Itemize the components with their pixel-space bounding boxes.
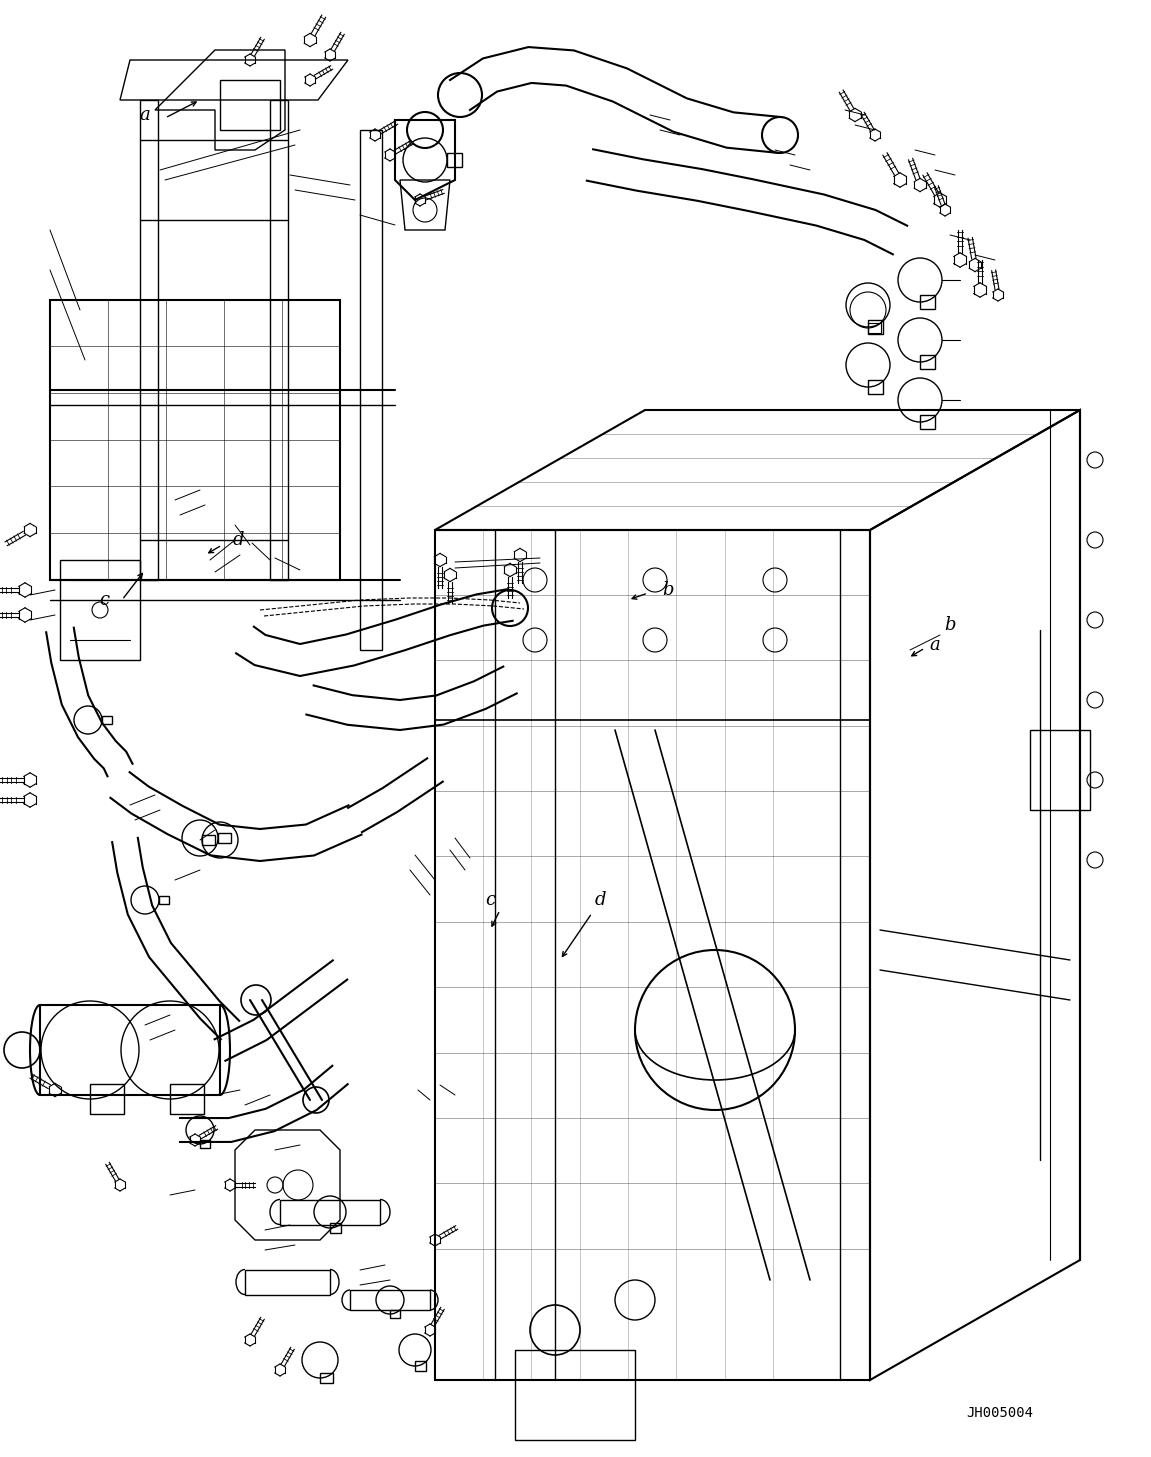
Text: c: c: [485, 892, 495, 909]
Text: c: c: [99, 592, 109, 609]
Text: d: d: [594, 892, 605, 909]
Text: a: a: [139, 106, 151, 124]
Text: b: b: [944, 616, 955, 634]
Text: d: d: [233, 530, 244, 549]
Text: a: a: [930, 637, 940, 654]
Text: JH005004: JH005004: [967, 1406, 1034, 1421]
Text: b: b: [662, 581, 673, 599]
